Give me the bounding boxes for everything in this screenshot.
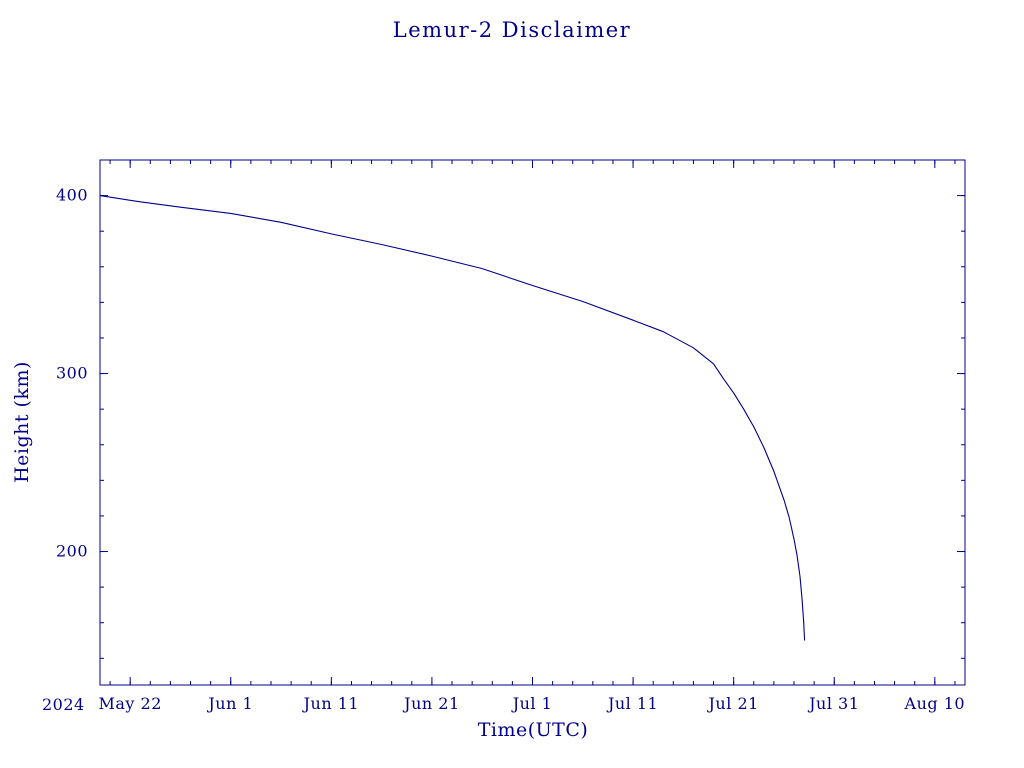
x-axis-label: Time(UTC) [477, 719, 589, 741]
x-tick-label: Jul 11 [606, 694, 658, 713]
x-tick-label: Jul 31 [807, 694, 859, 713]
decay-curve [99, 195, 806, 641]
y-tick-label: 300 [56, 364, 88, 383]
x-tick-label: Jun 1 [206, 694, 253, 713]
x-tick-label: Jun 21 [402, 694, 459, 713]
x-tick-label: Jul 21 [707, 694, 759, 713]
chart-title: Lemur-2 Disclaimer [392, 18, 632, 42]
y-tick-label: 200 [56, 542, 88, 561]
y-tick-label: 400 [56, 186, 88, 205]
x-tick-label: Aug 10 [904, 694, 966, 713]
x-tick-label: May 22 [98, 694, 161, 713]
x-tick-label: Jun 11 [302, 694, 359, 713]
axis-frame [99, 159, 966, 686]
x-tick-label: Jul 1 [511, 694, 553, 713]
x-axis-year-label: 2024 [42, 695, 85, 714]
